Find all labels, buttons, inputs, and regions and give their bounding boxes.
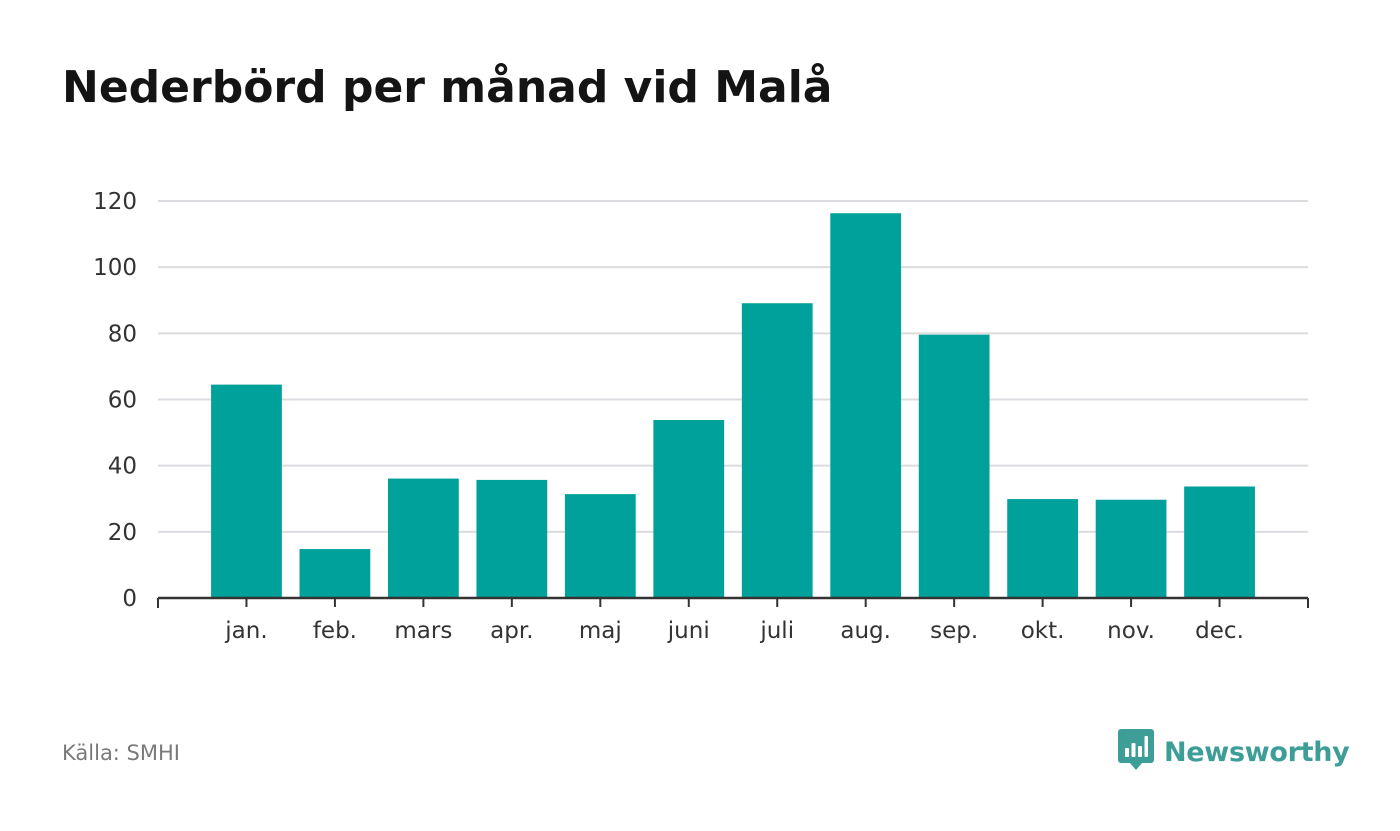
x-tick-label: feb. xyxy=(313,618,357,644)
brand-name: Newsworthy xyxy=(1164,736,1350,768)
y-tick-label: 100 xyxy=(93,255,137,281)
x-tick-label: aug. xyxy=(840,618,891,644)
y-tick-label: 20 xyxy=(108,520,137,546)
bar-apr xyxy=(476,479,548,598)
bar-dec xyxy=(1184,486,1255,598)
x-tick-label: okt. xyxy=(1021,618,1065,644)
x-axis xyxy=(157,596,1309,608)
x-tick-label: dec. xyxy=(1195,618,1244,644)
x-tick-labels: jan. feb. mars apr. maj juni juli aug. sep. okt. n… xyxy=(224,618,1244,644)
bar-maj xyxy=(564,494,636,598)
bar-sep xyxy=(918,334,990,598)
bar-feb xyxy=(299,549,371,598)
chart-title: Nederbörd per månad vid Malå xyxy=(62,62,833,113)
bar-nov xyxy=(1095,499,1167,598)
x-tick-label: apr. xyxy=(490,618,533,644)
x-tick-label: juni xyxy=(667,618,710,644)
y-tick-label: 80 xyxy=(108,321,137,347)
bar-aug xyxy=(830,213,902,598)
bar-okt xyxy=(1007,499,1078,598)
newsworthy-logo[interactable]: Newsworthy xyxy=(1118,728,1350,776)
x-tick-label: mars xyxy=(394,618,452,644)
y-tick-label: 60 xyxy=(108,388,137,414)
y-tick-labels: 0 20 40 60 80 100 120 xyxy=(93,189,137,612)
bar-mars xyxy=(388,478,459,598)
bar-juni xyxy=(653,420,725,598)
x-tick-label: nov. xyxy=(1107,618,1155,644)
x-tick-label: maj xyxy=(579,618,622,644)
bar-juli xyxy=(741,303,813,598)
y-tick-label: 40 xyxy=(108,454,137,480)
source-note: Källa: SMHI xyxy=(62,741,180,765)
x-tick-label: jan. xyxy=(224,618,267,644)
x-tick-label: juli xyxy=(759,618,794,644)
bar-jan xyxy=(211,384,282,598)
bars xyxy=(211,213,1255,598)
newsworthy-logo-icon xyxy=(1118,728,1154,776)
y-tick-label: 120 xyxy=(93,189,137,215)
gridlines xyxy=(158,200,1308,533)
x-tick-label: sep. xyxy=(930,618,978,644)
y-tick-label: 0 xyxy=(122,586,137,612)
